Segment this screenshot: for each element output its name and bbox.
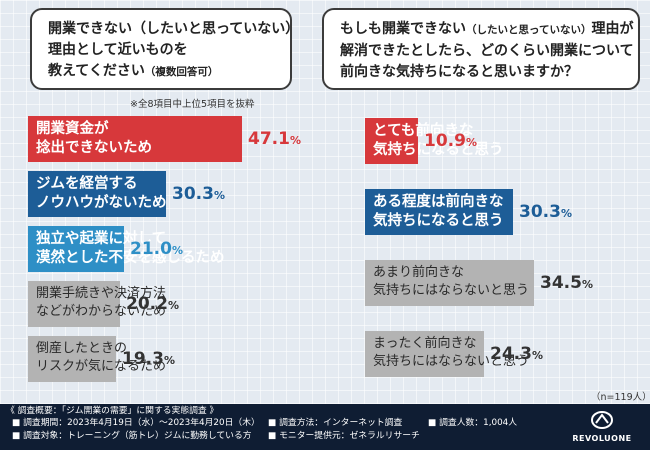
bar-4: まったく前向きな気持ちにはならないと思う <box>365 331 530 377</box>
bar-2-unit: % <box>213 189 225 202</box>
bar-4-value: 24.3 <box>490 344 532 364</box>
bar-4: 開業手続きや決済方法 などがわからないため <box>28 281 167 327</box>
bar-1-label-line-2: 捻出できないため <box>36 140 152 156</box>
bar-1-label-line-1: 開業資金が <box>36 121 109 137</box>
survey-footer: 《 調査概要：「ジム開業の需要」に関する実態調査 》 ■ 調査期間：2023年4… <box>0 404 650 450</box>
footer-count: ■ 調査人数：1,004人 <box>428 418 518 428</box>
bar-5-label-line-1: 倒産したときの <box>36 341 128 356</box>
bar-3: 独立や起業に対して漠然とした不安を感じるため <box>28 226 225 272</box>
bar-3-label-line-2: 気持ちにはならないと思う <box>373 283 530 298</box>
logo-mark-icon <box>591 411 613 429</box>
footer-method: ■ 調査方法：インターネット調査 <box>268 418 403 428</box>
bar-2-label-line-1: ジムを経営する <box>36 176 138 192</box>
bar-1-unit: % <box>465 136 477 149</box>
bar-1-label-line-1: とても前向きな <box>373 123 474 139</box>
footer-period: ■ 調査期間：2023年4月19日（水）～2023年4月20日（木） <box>12 418 260 428</box>
bar-2-unit: % <box>560 207 572 220</box>
bar-4-value-label: 24.3% <box>490 344 543 366</box>
bar-2: ジムを経営するノウハウがないため <box>28 171 167 217</box>
bar-5-unit: % <box>163 354 175 367</box>
bar-1: 開業資金が捻出できないため <box>28 116 242 162</box>
chart-canvas: 開業できない（したいと思っていない） 理由として近いものを 教えてください（複数… <box>0 0 650 404</box>
bar-4-unit: % <box>531 349 543 362</box>
bar-2-label-line-2: 気持ちになると思う <box>373 213 504 229</box>
left-question-line-1: 開業できない（したいと思っていない） <box>48 21 300 37</box>
bar-4-label-line-1: 開業手続きや決済方法 <box>36 286 167 301</box>
bar-3-label-line-1: 独立や起業に対して <box>36 231 167 247</box>
footer-provider: ■ モニター提供元：ゼネラルリサーチ <box>268 431 420 441</box>
right-question-line-3: 前向きな気持ちになると思いますか？ <box>340 64 578 80</box>
footer-target: ■ 調査対象：トレーニング（筋トレ）ジムに勤務している方 <box>12 431 252 441</box>
logo-text: REVOLUONE <box>572 434 632 443</box>
bar-2-value-label: 30.3% <box>172 184 225 206</box>
bar-3-unit: % <box>171 244 183 257</box>
bar-4-label-line-2: 気持ちにはならないと思う <box>373 354 530 369</box>
bar-1-value-label: 10.9% <box>424 131 477 153</box>
left-question-box: 開業できない（したいと思っていない） 理由として近いものを 教えてください（複数… <box>30 8 300 90</box>
bar-3-value: 21.0 <box>130 239 172 259</box>
bar-5-label-line-2: リスクが気になるため <box>36 359 167 374</box>
bar-2-value: 30.3 <box>519 202 561 222</box>
bar-1-label-line-2: 気持ちになると思う <box>373 142 504 158</box>
bar-1-unit: % <box>289 134 301 147</box>
bar-3-value-label: 21.0% <box>130 239 183 261</box>
bar-2-value-label: 30.3% <box>519 202 572 224</box>
bar-2-value: 30.3 <box>172 184 214 204</box>
bar-4-label-line-1: まったく前向きな <box>373 336 477 351</box>
bar-2-label-line-1: ある程度は前向きな <box>373 194 504 210</box>
bar-5-value-label: 19.3% <box>122 349 175 371</box>
bar-2: ある程度は前向きな 気持ちになると思う <box>365 189 513 235</box>
right-question-box: もしも開業できない（したいと思っていない）理由が 解消できたとしたら、どのくらい… <box>322 8 640 90</box>
bar-1-value: 47.1 <box>248 129 290 149</box>
bar-4-unit: % <box>167 299 179 312</box>
bar-3-label-line-2: 漠然とした不安を感じるため <box>36 250 225 266</box>
footer-title: 《 調査概要：「ジム開業の需要」に関する実態調査 》 <box>6 406 219 416</box>
extract-note: ※全8項目中上位5項目を抜粋 <box>130 99 255 110</box>
bar-3-value-label: 34.5% <box>540 273 593 295</box>
bar-3-unit: % <box>581 278 593 291</box>
bar-4-label-line-2: などがわからないため <box>36 304 167 319</box>
bar-1-value-label: 47.1% <box>248 129 301 151</box>
bar-5-value: 19.3 <box>122 349 164 369</box>
bar-2-label-line-2: ノウハウがないため <box>36 195 167 211</box>
bar-3: あまり前向きな気持ちにはならないと思う <box>365 260 534 306</box>
bar-5: 倒産したときのリスクが気になるため <box>28 336 167 382</box>
bar-4-value: 20.2 <box>126 294 168 314</box>
right-question-line-1: もしも開業できない（したいと思っていない）理由が <box>340 21 634 37</box>
bar-3-label-line-1: あまり前向きな <box>373 265 465 280</box>
bar-3-value: 34.5 <box>540 273 582 293</box>
left-question-line-3: 教えてください（複数回答可） <box>48 63 219 79</box>
left-question-line-2: 理由として近いものを <box>48 42 188 58</box>
right-question-line-2: 解消できたとしたら、どのくらい開業について <box>340 43 634 59</box>
revoluone-logo: REVOLUONE <box>562 410 642 443</box>
bar-4-value-label: 20.2% <box>126 294 179 316</box>
sample-size-note: （n=119人） <box>591 392 650 403</box>
bar-1-value: 10.9 <box>424 131 466 151</box>
bar-1: とても前向きな気持ちになると思う <box>365 118 504 164</box>
